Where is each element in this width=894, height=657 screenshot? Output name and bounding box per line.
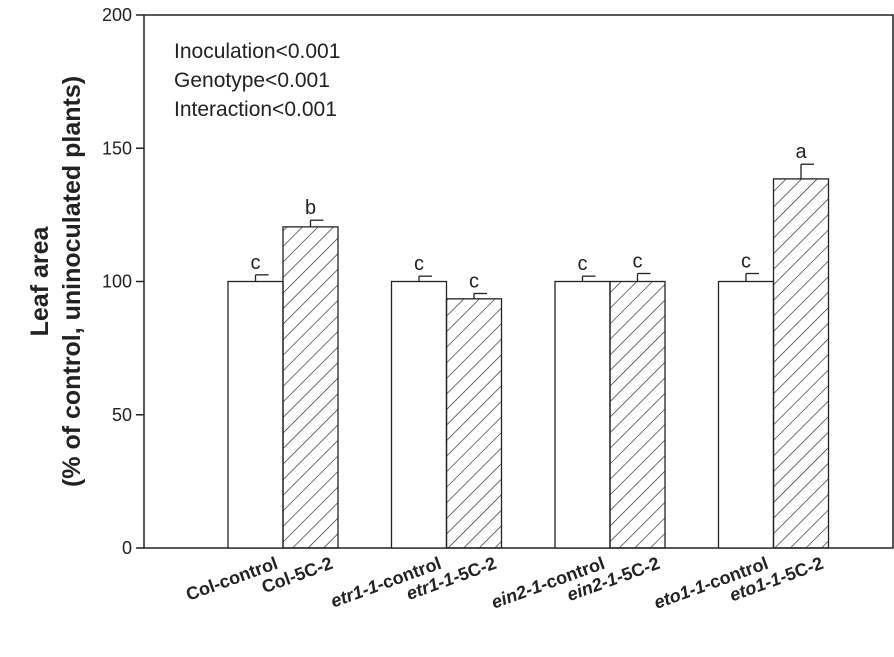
bar-group: c — [227, 252, 284, 549]
bars: c b c c c c c a — [227, 141, 830, 549]
significance-letter: b — [305, 197, 316, 219]
bar-group: c — [390, 253, 448, 549]
y-tick-label: 200 — [102, 5, 132, 25]
bar — [555, 281, 610, 548]
y-axis-title-line: (% of control, uninoculated plants) — [58, 76, 86, 487]
significance-letter: c — [469, 270, 479, 292]
significance-letter: c — [578, 253, 588, 275]
bar — [718, 281, 774, 548]
bar — [610, 281, 665, 548]
bar-group: a — [772, 141, 830, 549]
bar-group: c — [445, 270, 503, 549]
statistics-line: Interaction<0.001 — [174, 98, 337, 121]
y-tick-label: 0 — [122, 538, 132, 558]
significance-letter: c — [741, 251, 751, 273]
significance-letter: a — [795, 141, 807, 163]
significance-letter: c — [414, 253, 424, 275]
y-tick-label: 50 — [112, 405, 132, 425]
bar — [283, 226, 338, 548]
statistics-line: Inoculation<0.001 — [174, 40, 340, 63]
bar-group: c — [717, 251, 775, 549]
x-axis-labels: Col-controlCol-5C-2etr1-1-controletr1-1-… — [183, 553, 826, 613]
y-axis-title: Leaf area (% of control, uninoculated pla… — [26, 76, 86, 487]
significance-letter: c — [251, 252, 261, 274]
significance-letter: c — [633, 251, 643, 273]
bar-group: c — [609, 251, 666, 549]
statistics-line: Genotype<0.001 — [174, 69, 330, 92]
y-tick-label: 150 — [102, 138, 132, 158]
bar-group: c — [554, 253, 611, 549]
bar — [391, 281, 447, 548]
bar — [446, 298, 502, 548]
bar-group: b — [282, 197, 339, 549]
bar — [773, 178, 829, 548]
bar — [228, 281, 283, 548]
y-axis: 0 50 100 150 200 — [102, 5, 144, 558]
y-tick-label: 100 — [102, 272, 132, 292]
statistics-annotation: Inoculation<0.001 Genotype<0.001 Interacti… — [174, 40, 340, 121]
y-axis-title-line: Leaf area — [26, 226, 54, 337]
